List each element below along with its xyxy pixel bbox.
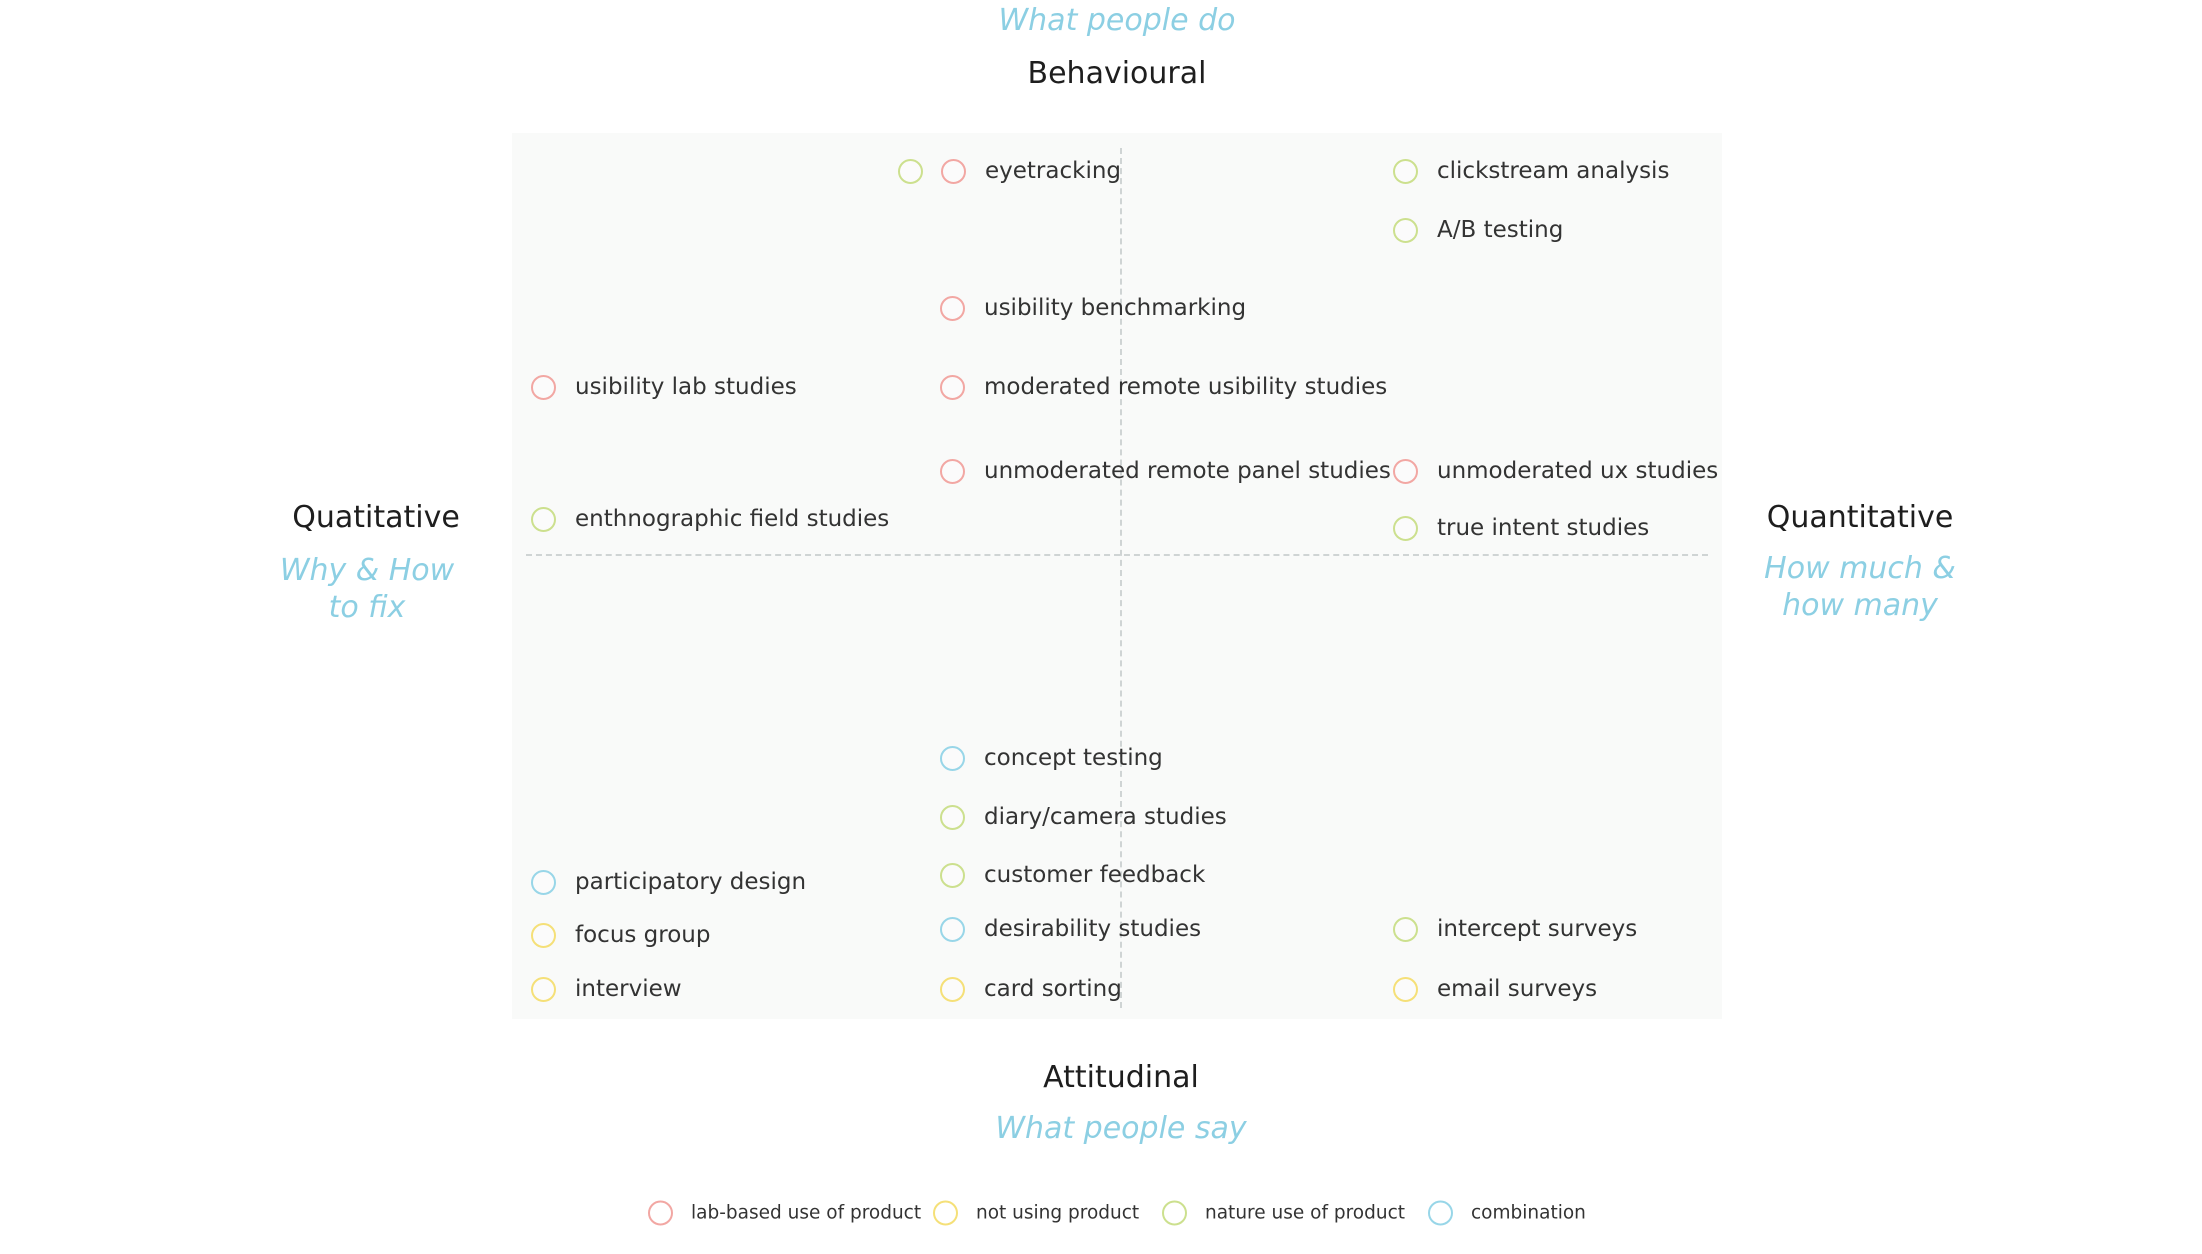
method-dot: [1393, 458, 1418, 484]
method-dot: [1393, 158, 1418, 184]
left-axis-title: Quatitative: [292, 500, 460, 535]
method-dot: [940, 374, 965, 400]
method-dot: [531, 976, 556, 1002]
method-dot: [531, 506, 556, 532]
method-label: usibility benchmarking: [984, 295, 1247, 321]
method-dot: [531, 922, 556, 948]
method-item: participatory design: [531, 867, 806, 897]
method-item: email surveys: [1393, 974, 1597, 1004]
method-dot: [940, 745, 965, 771]
method-item: card sorting: [940, 974, 1122, 1004]
method-item: interview: [531, 974, 682, 1004]
method-item: usibility benchmarking: [940, 293, 1246, 323]
method-label: concept testing: [984, 745, 1163, 771]
method-label: unmoderated ux studies: [1437, 458, 1719, 484]
method-dot: [531, 374, 556, 400]
method-dot: [941, 158, 966, 184]
method-dot: [1393, 916, 1418, 942]
method-label: moderated remote usibility studies: [984, 374, 1388, 400]
bottom-axis-title: Attitudinal: [1043, 1060, 1199, 1095]
method-secondary-dot: [898, 158, 923, 184]
method-label: unmoderated remote panel studies: [984, 458, 1391, 484]
right-axis-subtitle-line: How much &: [1764, 551, 1956, 586]
method-dot: [531, 869, 556, 895]
legend-item: not using product: [933, 1200, 1140, 1226]
method-item: moderated remote usibility studies: [940, 372, 1387, 402]
method-label: true intent studies: [1437, 515, 1650, 541]
method-label: participatory design: [575, 869, 807, 895]
method-label: focus group: [575, 922, 711, 948]
right-axis-title: Quantitative: [1766, 500, 1954, 535]
method-dot: [940, 804, 965, 830]
legend-label: lab-based use of product: [691, 1202, 922, 1224]
left-axis-subtitle: Why & How to fix: [280, 552, 454, 626]
method-dot: [1393, 976, 1418, 1002]
legend-label: combination: [1471, 1202, 1586, 1224]
method-item: usibility lab studies: [531, 372, 797, 402]
legend-label: not using product: [976, 1202, 1140, 1224]
method-label: desirability studies: [984, 916, 1202, 942]
method-item: A/B testing: [1393, 215, 1563, 245]
method-item: true intent studies: [1393, 513, 1649, 543]
method-item: enthnographic field studies: [531, 504, 889, 534]
legend-dot: [648, 1200, 673, 1226]
method-label: intercept surveys: [1437, 916, 1638, 942]
method-item: intercept surveys: [1393, 914, 1637, 944]
method-item: focus group: [531, 920, 710, 950]
legend-label: nature use of product: [1205, 1202, 1405, 1224]
method-label: clickstream analysis: [1437, 158, 1670, 184]
method-label: diary/camera studies: [984, 804, 1227, 830]
method-item: diary/camera studies: [940, 802, 1227, 832]
method-item: customer feedback: [940, 860, 1205, 890]
method-label: enthnographic field studies: [575, 506, 890, 532]
method-dot: [1393, 515, 1418, 541]
method-item: eyetracking: [898, 156, 1121, 186]
method-item: desirability studies: [940, 914, 1201, 944]
top-axis-title: Behavioural: [1027, 56, 1207, 91]
method-label: card sorting: [984, 976, 1122, 1002]
legend-item: combination: [1428, 1200, 1586, 1226]
method-label: eyetracking: [985, 158, 1122, 184]
legend-dot: [933, 1200, 958, 1226]
right-axis-subtitle: How much & how many: [1764, 550, 1956, 624]
method-label: customer feedback: [984, 862, 1206, 888]
top-axis-subtitle: What people do: [998, 3, 1236, 38]
method-dot: [940, 862, 965, 888]
method-dot: [940, 458, 965, 484]
legend-item: nature use of product: [1162, 1200, 1405, 1226]
method-label: interview: [575, 976, 682, 1002]
legend-dot: [1428, 1200, 1453, 1226]
method-item: concept testing: [940, 743, 1163, 773]
left-axis-subtitle-line: to fix: [328, 590, 406, 625]
method-dot: [940, 295, 965, 321]
horizontal-divider: [526, 554, 1708, 556]
method-item: unmoderated remote panel studies: [940, 456, 1391, 486]
method-label: usibility lab studies: [575, 374, 797, 400]
right-axis-subtitle-line: how many: [1782, 588, 1938, 623]
method-item: unmoderated ux studies: [1393, 456, 1718, 486]
method-dot: [940, 916, 965, 942]
vertical-divider: [1120, 148, 1122, 1008]
legend-item: lab-based use of product: [648, 1200, 922, 1226]
method-dot: [940, 976, 965, 1002]
method-dot: [1393, 217, 1418, 243]
method-label: A/B testing: [1437, 217, 1564, 243]
left-axis-subtitle-line: Why & How: [279, 553, 455, 588]
quadrant-panel: [512, 133, 1722, 1019]
method-label: email surveys: [1437, 976, 1598, 1002]
legend-dot: [1162, 1200, 1187, 1226]
method-item: clickstream analysis: [1393, 156, 1669, 186]
bottom-axis-subtitle: What people say: [995, 1111, 1247, 1146]
